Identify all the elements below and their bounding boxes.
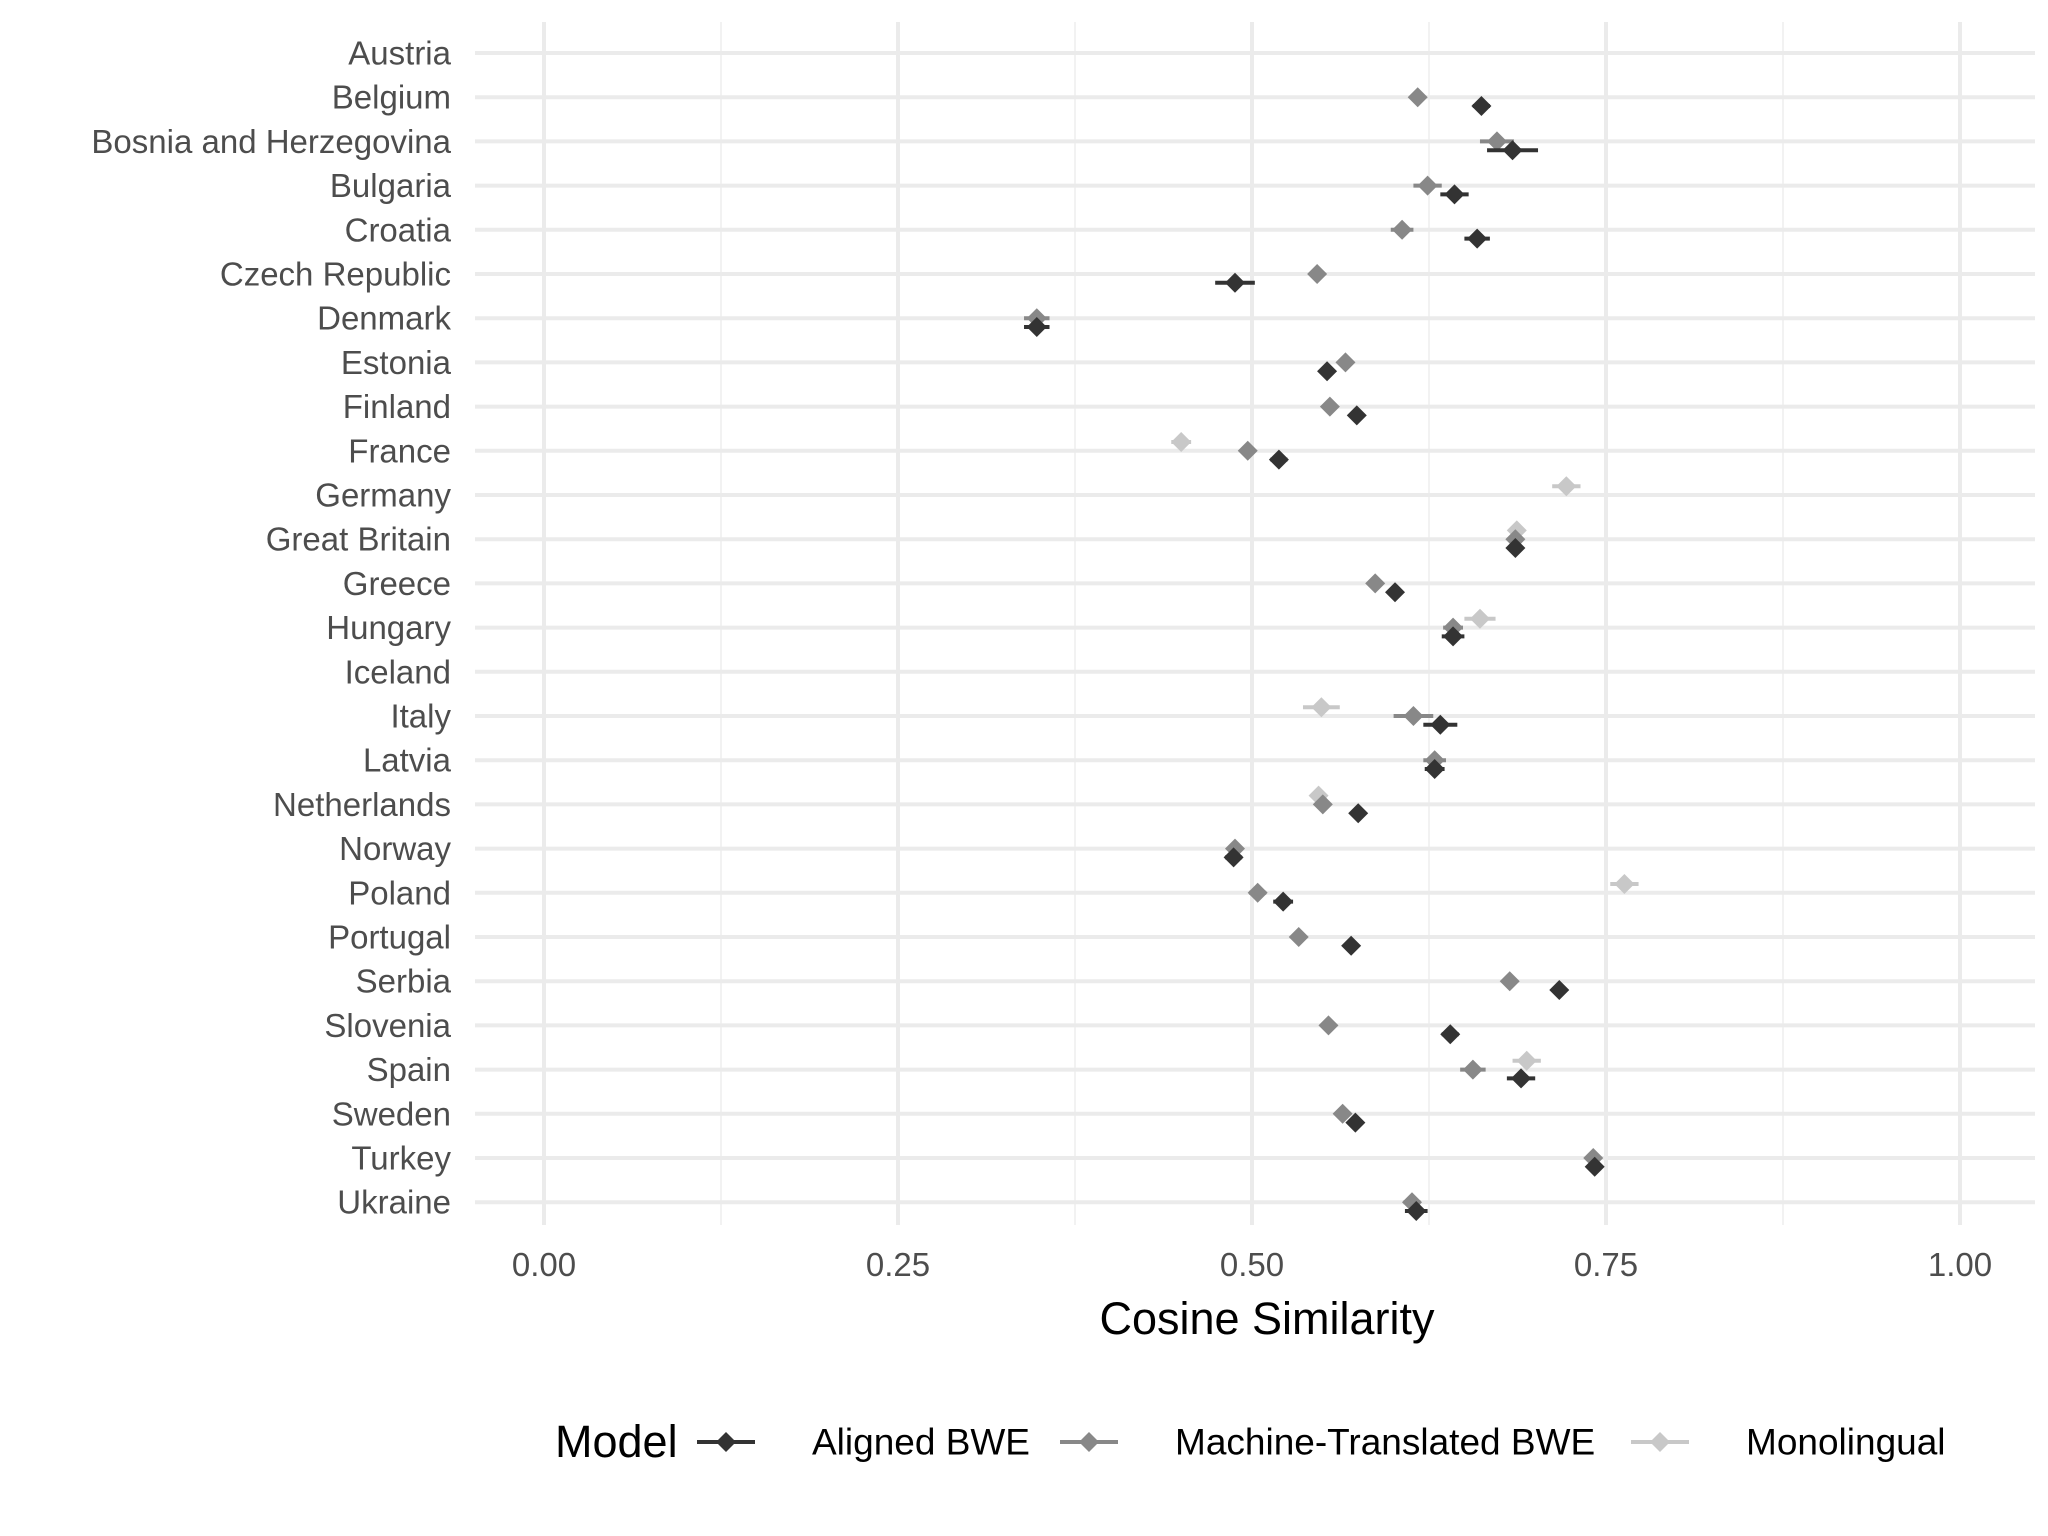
- legend: Model Aligned BWE Machine-Translated BWE M…: [555, 1416, 1946, 1467]
- data-point: [1549, 980, 1570, 1000]
- data-point: [1424, 759, 1445, 779]
- legend-item: Monolingual: [1631, 1422, 1946, 1463]
- data-point: [1614, 874, 1635, 894]
- y-tick-label: Iceland: [345, 653, 451, 690]
- series-aligned-bwe: [1024, 96, 1605, 1221]
- data-point: [1430, 714, 1451, 735]
- data-point: [1556, 476, 1577, 497]
- legend-label: Machine-Translated BWE: [1175, 1422, 1595, 1463]
- data-point: [1335, 352, 1356, 373]
- y-tick-label: Greece: [343, 565, 451, 602]
- series-monolingual: [1171, 432, 1639, 1071]
- x-tick-label: 0.25: [866, 1246, 930, 1283]
- data-point: [1332, 1103, 1353, 1124]
- legend-title: Model: [555, 1416, 678, 1467]
- data-point: [1319, 396, 1340, 417]
- y-tick-label: Norway: [339, 830, 451, 867]
- data-point: [1268, 449, 1289, 470]
- data-point: [1288, 927, 1309, 947]
- y-tick-label: Italy: [390, 698, 451, 735]
- data-point: [1026, 317, 1047, 337]
- data-point: [1348, 803, 1369, 824]
- data-point: [1417, 175, 1438, 196]
- legend-label: Aligned BWE: [812, 1422, 1030, 1463]
- data-point: [1469, 608, 1490, 629]
- data-point: [1471, 96, 1492, 116]
- data-point: [1345, 1112, 1366, 1133]
- data-point: [1443, 626, 1464, 647]
- grid-lines: [475, 22, 2035, 1225]
- legend-key-diamond: [716, 1432, 736, 1452]
- data-point: [1392, 219, 1413, 240]
- y-tick-label: Great Britain: [266, 521, 451, 558]
- x-tick-label: 0.00: [512, 1246, 576, 1283]
- data-point: [1462, 1059, 1483, 1080]
- legend-item: Machine-Translated BWE: [1060, 1422, 1595, 1463]
- data-point: [1223, 847, 1244, 868]
- x-tick-label: 0.50: [1220, 1246, 1284, 1283]
- legend-key-diamond: [1079, 1432, 1099, 1452]
- x-tick-label: 1.00: [1928, 1246, 1992, 1283]
- y-tick-label: Serbia: [356, 963, 452, 1000]
- y-tick-label: Slovenia: [324, 1007, 451, 1044]
- y-tick-label: France: [348, 432, 451, 469]
- data-point: [1505, 538, 1526, 558]
- data-point: [1346, 405, 1367, 426]
- y-tick-label: Denmark: [317, 300, 451, 337]
- data-point: [1406, 1201, 1427, 1221]
- data-point: [1318, 1015, 1339, 1036]
- data-point: [1511, 1068, 1532, 1089]
- data-point: [1467, 228, 1488, 249]
- data-point: [1440, 1024, 1461, 1045]
- data-point: [1311, 697, 1332, 718]
- data-point: [1499, 971, 1520, 992]
- y-tick-label: Sweden: [332, 1095, 451, 1132]
- data-point: [1584, 1156, 1605, 1177]
- y-tick-label: Germany: [315, 477, 451, 514]
- y-tick-label: Finland: [343, 388, 451, 425]
- data-point: [1385, 582, 1406, 603]
- x-axis-labels: 0.00 0.25 0.50 0.75 1.00: [512, 1246, 1992, 1283]
- legend-key-diamond: [1650, 1432, 1670, 1452]
- legend-item: Aligned BWE: [697, 1422, 1030, 1463]
- y-tick-label: Spain: [367, 1051, 451, 1088]
- y-tick-label: Bulgaria: [330, 167, 452, 204]
- data-point: [1444, 184, 1465, 205]
- y-tick-label: Estonia: [341, 344, 452, 381]
- data-point: [1307, 264, 1328, 284]
- data-point: [1365, 573, 1386, 594]
- y-tick-label: Poland: [348, 874, 451, 911]
- y-tick-label: Latvia: [363, 742, 452, 779]
- data-point: [1341, 935, 1362, 956]
- data-point: [1403, 706, 1424, 726]
- data-point: [1247, 882, 1268, 903]
- y-tick-label: Portugal: [328, 919, 451, 956]
- y-tick-label: Austria: [348, 35, 451, 72]
- y-tick-label: Netherlands: [273, 786, 451, 823]
- data-points: [1024, 87, 1639, 1221]
- x-axis-title: Cosine Similarity: [1099, 1293, 1435, 1344]
- y-tick-label: Ukraine: [337, 1184, 451, 1221]
- data-point: [1407, 87, 1428, 108]
- y-tick-label: Croatia: [345, 211, 452, 248]
- data-point: [1317, 361, 1338, 382]
- data-point: [1312, 794, 1333, 815]
- y-tick-label: Hungary: [326, 609, 451, 646]
- data-point: [1225, 272, 1246, 293]
- legend-label: Monolingual: [1746, 1422, 1946, 1463]
- data-point: [1516, 1050, 1537, 1071]
- y-tick-label: Turkey: [351, 1140, 451, 1177]
- data-point: [1171, 432, 1192, 452]
- y-tick-label: Czech Republic: [220, 256, 451, 293]
- y-tick-label: Bosnia and Herzegovina: [91, 123, 451, 160]
- x-tick-label: 0.75: [1574, 1246, 1638, 1283]
- data-point: [1502, 140, 1523, 161]
- y-tick-label: Belgium: [332, 79, 451, 116]
- series-machine-translated-bwe: [1024, 87, 1604, 1213]
- data-point: [1486, 131, 1507, 152]
- y-axis-labels: Austria Belgium Bosnia and Herzegovina Bulg…: [91, 35, 451, 1221]
- data-point: [1237, 440, 1258, 461]
- data-point: [1273, 891, 1294, 912]
